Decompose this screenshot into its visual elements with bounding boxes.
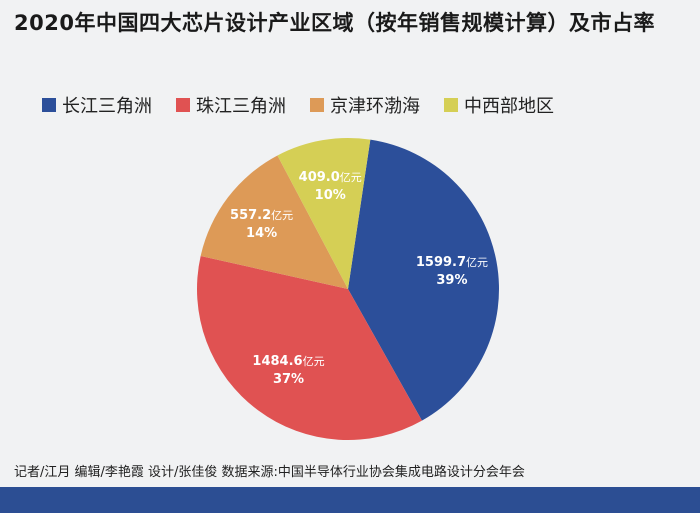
legend: 长江三角洲 珠江三角洲 京津环渤海 中西部地区 xyxy=(42,92,578,118)
pie-slice xyxy=(200,155,348,289)
slice-percent-label: 39% xyxy=(436,273,467,288)
slice-value-label: 557.2亿元 xyxy=(230,208,293,223)
slice-value-label: 1484.6亿元 xyxy=(252,354,324,369)
legend-swatch xyxy=(444,98,458,112)
legend-item: 珠江三角洲 xyxy=(176,92,286,118)
pie-slice xyxy=(197,255,422,440)
pie-slice xyxy=(277,138,371,289)
legend-label: 京津环渤海 xyxy=(330,96,420,117)
legend-swatch xyxy=(176,98,190,112)
legend-item: 长江三角洲 xyxy=(42,92,152,118)
slice-value-label: 409.0亿元 xyxy=(299,170,362,185)
chart-title: 2020年中国四大芯片设计产业区域（按年销售规模计算）及市占率 xyxy=(14,11,655,35)
legend-swatch xyxy=(42,98,56,112)
legend-label: 中西部地区 xyxy=(464,96,554,117)
pie-slice xyxy=(348,139,499,421)
slice-percent-label: 14% xyxy=(246,226,277,241)
legend-label: 长江三角洲 xyxy=(62,96,152,117)
credits: 记者/江月 编辑/李艳霞 设计/张佳俊 数据来源:中国半导体行业协会集成电路设计… xyxy=(14,465,525,480)
legend-item: 中西部地区 xyxy=(444,92,554,118)
slice-value-label: 1599.7亿元 xyxy=(416,255,488,270)
slice-percent-label: 10% xyxy=(315,188,346,203)
legend-item: 京津环渤海 xyxy=(310,92,420,118)
footer-bar xyxy=(0,487,700,513)
slice-percent-label: 37% xyxy=(273,372,304,387)
legend-label: 珠江三角洲 xyxy=(196,96,286,117)
legend-swatch xyxy=(310,98,324,112)
